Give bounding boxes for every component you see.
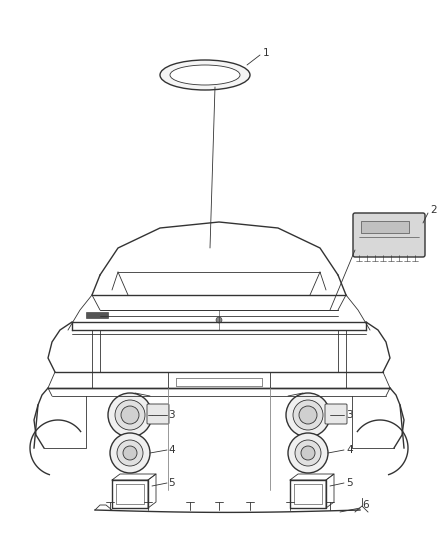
Ellipse shape — [170, 65, 240, 85]
Circle shape — [115, 400, 145, 430]
Circle shape — [108, 393, 152, 437]
FancyBboxPatch shape — [147, 404, 169, 424]
Circle shape — [301, 446, 315, 460]
Text: 3: 3 — [168, 410, 175, 420]
Circle shape — [299, 406, 317, 424]
FancyBboxPatch shape — [325, 404, 347, 424]
Circle shape — [123, 446, 137, 460]
Circle shape — [121, 406, 139, 424]
Text: 4: 4 — [168, 445, 175, 455]
Ellipse shape — [160, 60, 250, 90]
Circle shape — [216, 317, 222, 323]
Text: 5: 5 — [168, 478, 175, 488]
FancyBboxPatch shape — [353, 213, 425, 257]
Text: 5: 5 — [346, 478, 353, 488]
Text: 4: 4 — [346, 445, 353, 455]
Circle shape — [293, 400, 323, 430]
Bar — [361, 221, 409, 233]
Circle shape — [110, 433, 150, 473]
Text: 1: 1 — [263, 48, 270, 58]
Text: 6: 6 — [362, 500, 369, 510]
Text: 2: 2 — [430, 205, 437, 215]
Bar — [86, 312, 108, 318]
Circle shape — [288, 433, 328, 473]
Circle shape — [117, 440, 143, 466]
Circle shape — [286, 393, 330, 437]
Circle shape — [295, 440, 321, 466]
Text: 3: 3 — [346, 410, 353, 420]
